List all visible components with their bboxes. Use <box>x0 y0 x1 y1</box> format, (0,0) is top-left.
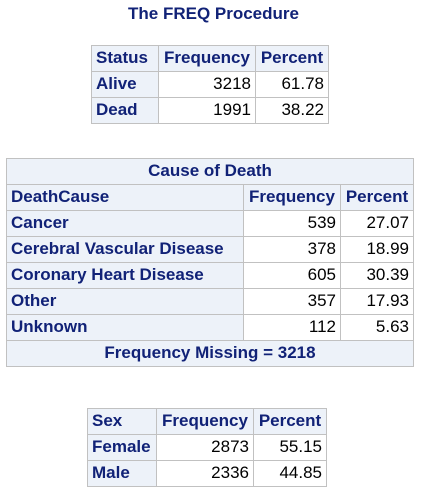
column-header-frequency: Frequency <box>243 184 341 211</box>
page-title: The FREQ Procedure <box>128 4 299 23</box>
table-header-row: DeathCause Frequency Percent <box>6 184 414 211</box>
column-header-percent: Percent <box>340 184 414 211</box>
table-header-row: Sex Frequency Percent <box>87 408 327 435</box>
percent-cell: 30.39 <box>340 262 414 289</box>
column-header-status: Status <box>91 45 159 72</box>
death-cause-frequency-table: Cause of Death DeathCause Frequency Perc… <box>6 158 414 367</box>
row-label: Coronary Heart Disease <box>6 262 244 289</box>
frequency-cell: 112 <box>243 314 341 341</box>
row-label: Cerebral Vascular Disease <box>6 236 244 263</box>
row-label: Female <box>87 434 157 461</box>
table-row: Female 2873 55.15 <box>87 434 327 461</box>
table-row: Other 357 17.93 <box>6 288 414 315</box>
row-label: Cancer <box>6 210 244 237</box>
table-row: Alive 3218 61.78 <box>91 71 329 98</box>
column-header-deathcause: DeathCause <box>6 184 244 211</box>
frequency-cell: 539 <box>243 210 341 237</box>
percent-cell: 17.93 <box>340 288 414 315</box>
frequency-cell: 378 <box>243 236 341 263</box>
percent-cell: 44.85 <box>253 460 327 487</box>
frequency-cell: 3218 <box>158 71 256 98</box>
table-header-row: Status Frequency Percent <box>91 45 329 72</box>
frequency-cell: 1991 <box>158 97 256 124</box>
frequency-cell: 2336 <box>156 460 254 487</box>
percent-cell: 27.07 <box>340 210 414 237</box>
frequency-missing-footer: Frequency Missing = 3218 <box>6 340 414 367</box>
table-row: Unknown 112 5.63 <box>6 314 414 341</box>
frequency-cell: 357 <box>243 288 341 315</box>
column-header-frequency: Frequency <box>158 45 256 72</box>
row-label: Dead <box>91 97 159 124</box>
percent-cell: 5.63 <box>340 314 414 341</box>
status-frequency-table: Status Frequency Percent Alive 3218 61.7… <box>91 45 329 124</box>
percent-cell: 55.15 <box>253 434 327 461</box>
table-row: Coronary Heart Disease 605 30.39 <box>6 262 414 289</box>
column-header-sex: Sex <box>87 408 157 435</box>
table-caption-row: Cause of Death <box>6 158 414 185</box>
table-row: Dead 1991 38.22 <box>91 97 329 124</box>
table-caption: Cause of Death <box>6 158 414 185</box>
table-footer-row: Frequency Missing = 3218 <box>6 340 414 367</box>
table-row: Cancer 539 27.07 <box>6 210 414 237</box>
row-label: Other <box>6 288 244 315</box>
row-label: Unknown <box>6 314 244 341</box>
row-label: Alive <box>91 71 159 98</box>
table-row: Male 2336 44.85 <box>87 460 327 487</box>
percent-cell: 61.78 <box>255 71 329 98</box>
sex-frequency-table: Sex Frequency Percent Female 2873 55.15 … <box>87 408 327 487</box>
frequency-cell: 2873 <box>156 434 254 461</box>
row-label: Male <box>87 460 157 487</box>
table-row: Cerebral Vascular Disease 378 18.99 <box>6 236 414 263</box>
frequency-cell: 605 <box>243 262 341 289</box>
percent-cell: 18.99 <box>340 236 414 263</box>
column-header-frequency: Frequency <box>156 408 254 435</box>
percent-cell: 38.22 <box>255 97 329 124</box>
column-header-percent: Percent <box>253 408 327 435</box>
column-header-percent: Percent <box>255 45 329 72</box>
